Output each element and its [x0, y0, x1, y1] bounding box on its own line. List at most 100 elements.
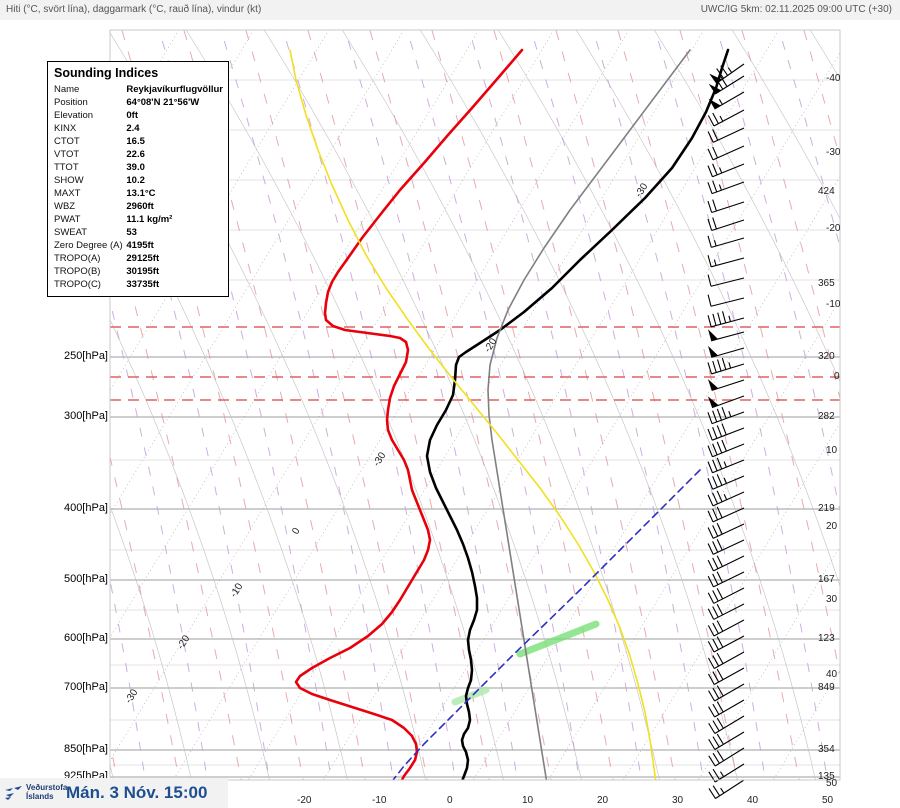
bottom-temperature-label: -10 — [372, 795, 387, 806]
indices-value: 11.1 kg/m² — [126, 214, 173, 225]
moist-adiabat-line — [741, 30, 840, 401]
header-bar: Hiti (°C, svört lína), daggarmark (°C, r… — [0, 0, 900, 21]
pressure-axis-label: 400[hPa] — [63, 502, 108, 514]
logo-arrows-icon — [5, 786, 22, 800]
sounding-indices-panel: Sounding Indices Name Reykjavíkurflugvöll… — [47, 61, 229, 297]
skewt-plot-svg: -30 -20 -30 0 -10 -20 -30 — [0, 20, 900, 808]
dry-adiabat-line — [110, 318, 270, 780]
moist-adiabat-line — [110, 208, 242, 780]
right-temperature-label: -30 — [826, 147, 841, 158]
skewt-chart[interactable]: -30 -20 -30 0 -10 -20 -30 Sounding Indices Nam… — [0, 20, 900, 808]
indices-row: KINX 2.4 — [54, 122, 223, 135]
wind-barb — [707, 635, 745, 653]
pressure-axis-label: 500[hPa] — [63, 573, 108, 585]
header-caption-right: UWC/IG 5km: 02.11.2025 09:00 UTC (+30) — [700, 4, 892, 15]
footer-date-label: Mán. 3 Nóv. 15:00 — [66, 783, 208, 802]
sounding-indices-table: Name Reykjavíkurflugvöllur Position 64°08'N… — [54, 83, 223, 291]
plot-border — [109, 29, 841, 781]
wind-barb — [707, 506, 745, 523]
wind-barb — [707, 294, 745, 307]
indices-value: 16.5 — [126, 136, 145, 147]
dry-adiabat-line — [653, 30, 840, 383]
dry-adiabat-line — [341, 30, 660, 780]
indices-value: 2960ft — [126, 201, 154, 212]
wind-barb — [707, 474, 745, 490]
mixing-ratio-line — [468, 30, 642, 780]
bottom-temperature-label: 30 — [672, 795, 684, 806]
wind-barb — [707, 145, 745, 161]
indices-row: TTOT 39.0 — [54, 161, 223, 174]
indices-key: KINX — [54, 123, 77, 134]
curve-wet-bulb-dry-adiabat — [392, 469, 701, 780]
wind-barb — [707, 357, 745, 375]
indices-row: Zero Degree (A) 4195ft — [54, 239, 223, 252]
wind-barb — [707, 395, 745, 409]
indices-key: WBZ — [54, 201, 76, 212]
mixing-ratio-line — [220, 30, 394, 780]
indices-value: 13.1°C — [126, 188, 156, 199]
indices-value: 2.4 — [126, 123, 140, 134]
dry-adiabat-line — [497, 30, 816, 780]
indices-value: 29125ft — [126, 253, 160, 264]
indices-row: SWEAT 53 — [54, 226, 223, 239]
indices-row: SHOW 10.2 — [54, 174, 223, 187]
sounding-indices-title: Sounding Indices — [54, 66, 159, 80]
right-temperature-label: -20 — [826, 223, 841, 234]
header-caption-left: Hiti (°C, svört lína), daggarmark (°C, r… — [6, 4, 262, 15]
wind-barb — [707, 651, 745, 669]
isotherm-line — [0, 20, 35, 808]
logo-line-2: Íslands — [26, 792, 54, 801]
wind-barb — [707, 127, 745, 143]
indices-key: Zero Degree (A) — [54, 240, 123, 251]
mixing-ratio-line — [0, 30, 26, 808]
wind-barb — [708, 75, 745, 95]
indices-value: 22.6 — [126, 149, 145, 160]
indices-key: Elevation — [54, 110, 94, 121]
wind-barb — [707, 274, 745, 287]
right-temperature-label: 30 — [826, 594, 838, 605]
indices-value: 53 — [126, 227, 137, 238]
indices-value: 39.0 — [126, 162, 145, 173]
wind-barb — [708, 715, 745, 734]
wind-barb — [707, 423, 745, 441]
mixing-ratio-line — [530, 30, 704, 780]
bottom-temperature-label: 50 — [822, 795, 834, 806]
wind-barb — [707, 490, 745, 507]
pressure-axis-label: 850[hPa] — [63, 743, 108, 755]
right-height-label: 424 — [818, 186, 835, 197]
indices-key: MAXT — [54, 188, 81, 199]
right-temperature-label: -10 — [826, 299, 841, 310]
vedurstofa-logo: Veðurstofa Íslands — [4, 780, 67, 806]
indices-value: 4195ft — [126, 240, 154, 251]
wind-barb — [707, 555, 745, 572]
wind-barb — [707, 539, 745, 555]
pressure-axis-label: 300[hPa] — [63, 410, 108, 422]
moist-adiabat-line — [617, 30, 800, 780]
indices-key: TROPO(A) — [54, 253, 101, 264]
moist-adiabat-line — [866, 30, 900, 808]
logo-line-1: Veðurstofa — [26, 783, 68, 792]
wind-barb — [707, 163, 745, 178]
wind-barb — [708, 779, 745, 799]
curve-parcel-path — [487, 49, 691, 780]
moist-adiabat-line — [307, 30, 490, 780]
mixing-ratio-line — [344, 30, 518, 780]
wind-barb — [707, 571, 745, 588]
moist-adiabat-line — [110, 454, 180, 780]
wind-barb — [707, 217, 745, 232]
moist-adiabat-line — [431, 30, 614, 780]
footer-bar: Veðurstofa Íslands Mán. 3 Nóv. 15:00 — [0, 778, 228, 808]
isotherm-label: -30 — [123, 687, 140, 705]
indices-value: 30195ft — [126, 266, 160, 277]
dry-adiabat-line — [0, 30, 42, 808]
wind-barb — [707, 109, 745, 127]
dry-adiabat-line — [731, 30, 840, 220]
moist-adiabat-line — [369, 30, 552, 780]
indices-row: MAXT 13.1°C — [54, 187, 223, 200]
bottom-temperature-label: 0 — [447, 795, 453, 806]
dry-adiabat-line — [263, 30, 582, 780]
dry-adiabat-line — [575, 30, 840, 588]
wind-barb — [707, 379, 745, 392]
isotherm-label: -30 — [633, 181, 650, 199]
indices-key: TTOT — [54, 162, 79, 173]
